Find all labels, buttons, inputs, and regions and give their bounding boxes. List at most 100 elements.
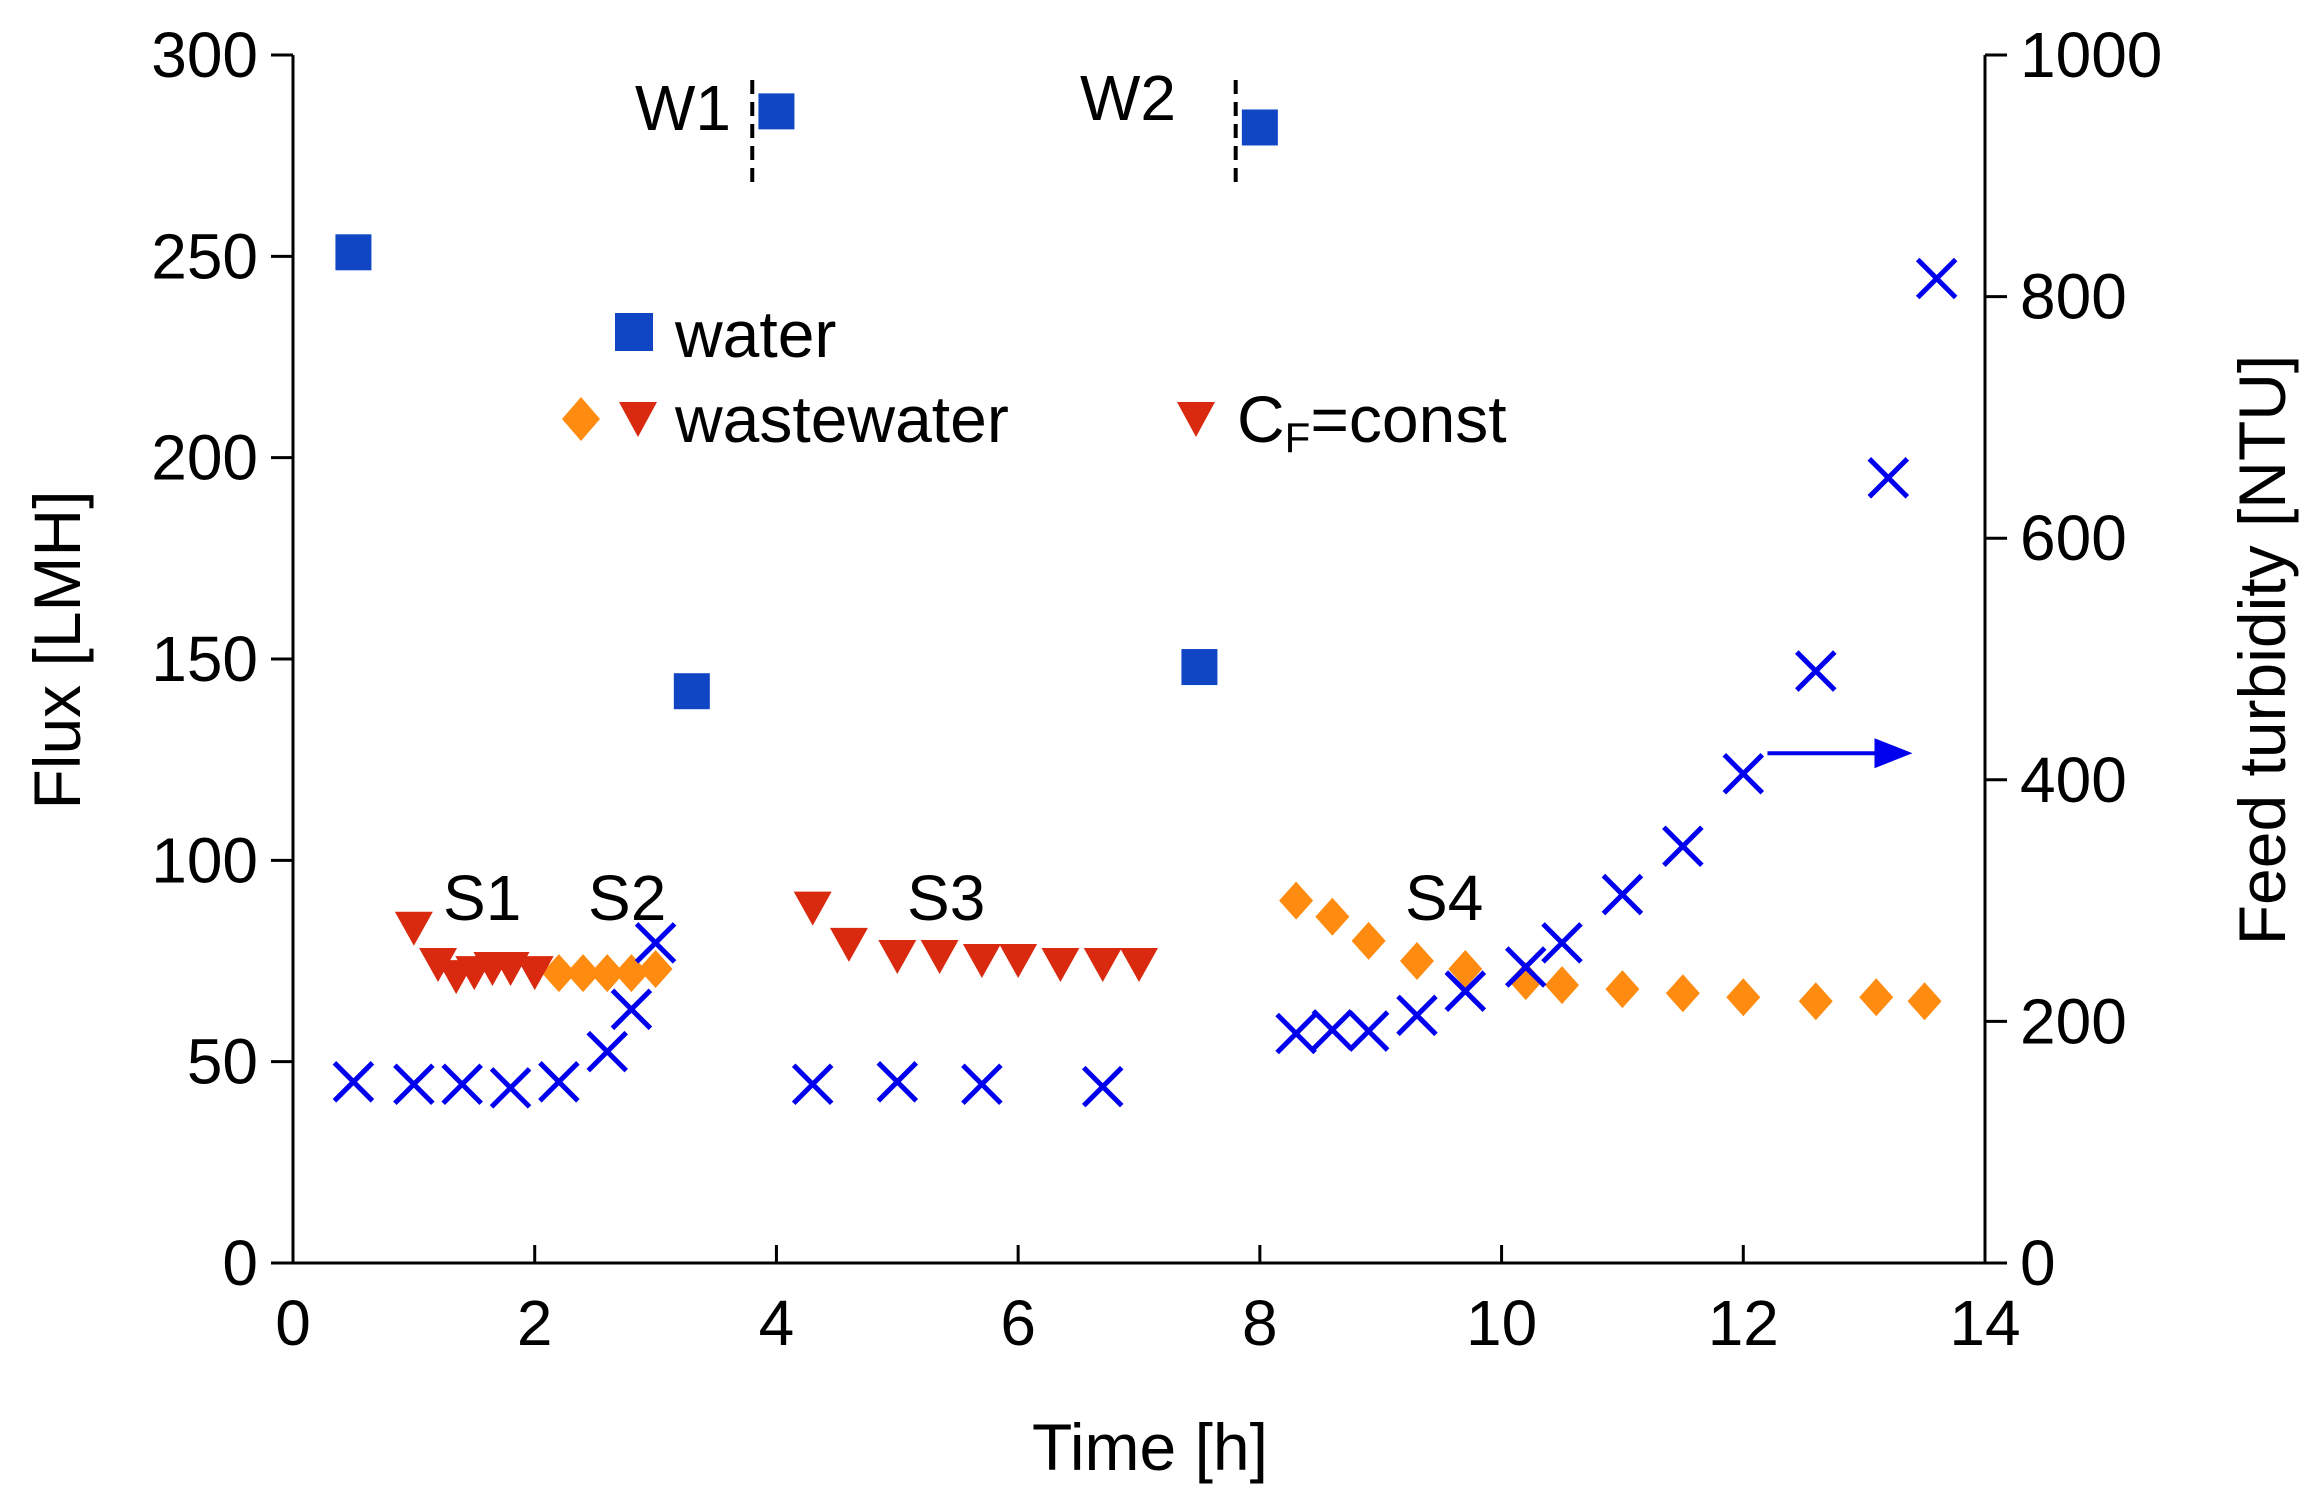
- x-axis-title: Time [h]: [1032, 1410, 1268, 1484]
- y-tick-label: 150: [151, 623, 258, 695]
- wastewater-diamond-point: [1665, 974, 1700, 1013]
- legend: water wastewater CF=const: [562, 297, 1507, 461]
- wastewater-triangle-point: [962, 944, 1001, 978]
- x-tick-label: 0: [275, 1287, 311, 1359]
- turbidity-point: [634, 922, 677, 964]
- series-square: [335, 93, 1278, 710]
- annotation-s2: S2: [588, 862, 666, 934]
- series-x: [332, 257, 1958, 1109]
- turbidity-point: [489, 1067, 532, 1109]
- turbidity-point: [1867, 457, 1910, 499]
- y2-tick-label: 800: [2020, 261, 2127, 333]
- y-tick-label: 200: [151, 422, 258, 494]
- y2-tick-label: 1000: [2020, 19, 2162, 91]
- annotation-w2: W2: [1080, 62, 1176, 134]
- wastewater-diamond-point: [1798, 982, 1833, 1021]
- turbidity-point: [1081, 1065, 1124, 1108]
- y-axis-title: Flux [LMH]: [20, 490, 94, 809]
- turbidity-point: [1396, 994, 1438, 1037]
- turbidity-point: [1444, 970, 1487, 1012]
- wastewater-diamond-point: [1545, 966, 1579, 1005]
- water-point: [335, 234, 372, 271]
- y2-tick-label: 400: [2020, 744, 2127, 816]
- water-point: [1181, 649, 1218, 686]
- annotation-w1: W1: [635, 72, 731, 144]
- wastewater-diamond-point: [566, 954, 601, 993]
- x-tick-label: 12: [1708, 1287, 1779, 1359]
- turbidity-point: [1275, 1012, 1317, 1055]
- turbidity-point: [1601, 873, 1644, 916]
- turbidity-point: [791, 1063, 834, 1105]
- y2-axis-title: Feed turbidity [NTU]: [2225, 355, 2299, 946]
- x-ticks: 0 2 4 6 8 10 12 14: [275, 1245, 2021, 1359]
- turbidity-point: [1722, 752, 1765, 795]
- data-series: [332, 93, 1958, 1109]
- y2-tick-label: 600: [2020, 502, 2127, 574]
- wastewater-diamond-point: [1399, 942, 1434, 980]
- water-point: [1241, 109, 1278, 146]
- turbidity-point: [332, 1061, 375, 1103]
- legend-water-marker: [615, 313, 653, 351]
- right-axis-arrow: [1767, 738, 1913, 769]
- wastewater-triangle-point: [829, 927, 868, 962]
- wastewater-diamond-point: [1605, 970, 1640, 1009]
- annotation-s4: S4: [1405, 862, 1483, 934]
- wastewater-triangle-point: [1041, 948, 1080, 983]
- wastewater-diamond-point: [1859, 978, 1894, 1017]
- turbidity-point: [1541, 922, 1583, 964]
- event-markers: [750, 80, 1238, 185]
- arrow-head: [1874, 738, 1913, 769]
- legend-wastewater-triangle: [619, 402, 657, 437]
- turbidity-point: [961, 1063, 1003, 1105]
- y2-tick-label: 200: [2020, 985, 2127, 1057]
- wastewater-diamond-point: [541, 954, 576, 993]
- y-tick-label: 0: [222, 1227, 258, 1299]
- y-tick-label: 250: [151, 220, 258, 292]
- water-point: [673, 673, 710, 710]
- turbidity-point: [441, 1063, 483, 1105]
- wastewater-triangle-point: [419, 948, 458, 983]
- wastewater-triangle-point: [1083, 948, 1122, 983]
- wastewater-diamond-point: [590, 954, 625, 993]
- y-ticks: 0 50 100 150 200 250 300: [151, 19, 293, 1299]
- legend-water-label: water: [674, 297, 836, 371]
- legend-wastewater-diamond: [562, 397, 600, 441]
- wastewater-triangle-point: [793, 891, 832, 926]
- x-tick-label: 2: [517, 1287, 553, 1359]
- turbidity-point: [393, 1063, 435, 1105]
- turbidity-point: [876, 1061, 919, 1103]
- wastewater-diamond-point: [1726, 978, 1761, 1017]
- wastewater-triangle-point: [920, 939, 959, 974]
- series-triangle-down: [394, 891, 1158, 995]
- turbidity-point: [538, 1061, 580, 1103]
- turbidity-point: [1347, 1010, 1390, 1052]
- turbidity-point: [610, 988, 653, 1031]
- wastewater-triangle-point: [515, 956, 554, 991]
- wastewater-diamond-point: [1448, 950, 1483, 989]
- y-tick-label: 50: [187, 1026, 258, 1098]
- x-tick-label: 14: [1949, 1287, 2020, 1359]
- turbidity-point: [1504, 946, 1547, 988]
- water-point: [758, 93, 795, 130]
- series-diamond: [541, 881, 1942, 1021]
- turbidity-point: [1662, 825, 1704, 868]
- x-tick-label: 6: [1000, 1287, 1036, 1359]
- legend-cf-triangle: [1177, 402, 1215, 437]
- annotation-s1: S1: [443, 862, 521, 934]
- y2-tick-label: 0: [2020, 1227, 2056, 1299]
- x-tick-label: 8: [1242, 1287, 1278, 1359]
- x-tick-label: 10: [1466, 1287, 1537, 1359]
- wastewater-diamond-point: [638, 950, 673, 989]
- turbidity-point: [1915, 257, 1958, 300]
- wastewater-diamond-point: [1508, 962, 1543, 1001]
- legend-cf-label: CF=const: [1237, 382, 1507, 461]
- turbidity-point: [1311, 1009, 1354, 1051]
- y2-ticks: 0 200 400 600 800 1000: [1985, 19, 2162, 1299]
- wastewater-diamond-point: [1351, 921, 1386, 960]
- turbidity-point: [1795, 650, 1837, 692]
- wastewater-triangle-point: [878, 939, 917, 974]
- y-tick-label: 300: [151, 19, 258, 91]
- wastewater-diamond-point: [1279, 881, 1314, 920]
- wastewater-diamond-point: [1315, 897, 1350, 936]
